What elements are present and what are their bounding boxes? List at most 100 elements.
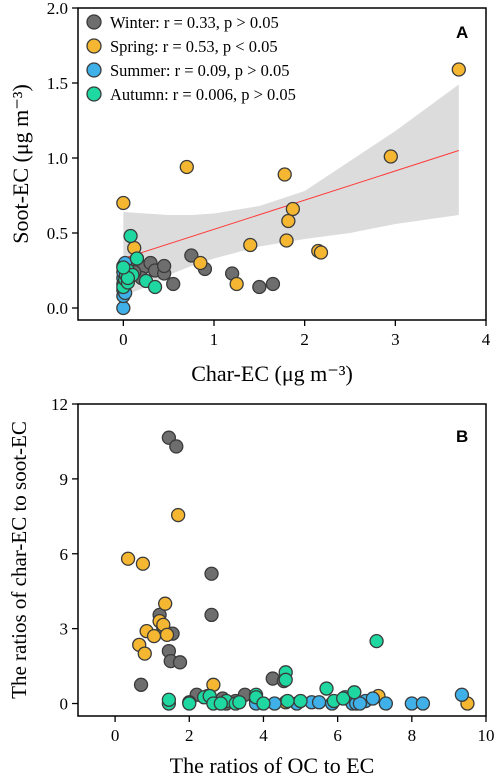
a-point-series-1 <box>313 245 329 260</box>
b-point-series-3 <box>293 693 308 709</box>
panel-b-x-ticks: 0 2 4 6 8 10 <box>111 716 495 745</box>
a-point-series-1 <box>383 149 398 164</box>
panel-b-y-ticks: 0 3 6 9 12 <box>51 395 78 714</box>
panel-a-confidence-band <box>123 84 459 296</box>
a-point-series-1 <box>285 201 301 217</box>
a-y-tick-label: 2.0 <box>47 0 68 18</box>
panel-b-plot-frame <box>77 403 487 717</box>
a-point-series-1 <box>179 159 194 175</box>
panel-a-points <box>116 62 466 316</box>
panel-b-y-axis-label: The ratios of char-EC to soot-EC <box>7 421 31 699</box>
panel-a-y-axis-label: Soot-EC (μg m⁻³) <box>8 84 33 244</box>
a-point-series-1 <box>229 276 244 292</box>
b-point-series-1 <box>146 628 162 644</box>
panel-a-x-ticks: 0 1 2 3 4 <box>119 320 491 349</box>
panel-b-points <box>120 430 475 711</box>
b-point-series-2 <box>352 696 368 711</box>
a-x-tick-label: 1 <box>210 330 219 349</box>
panel-b-x-axis-label: The ratios of OC to EC <box>170 753 375 778</box>
b-y-tick-label: 12 <box>51 395 68 414</box>
a-legend-marker-2 <box>86 62 102 78</box>
b-x-tick-label: 2 <box>185 726 194 745</box>
b-point-series-3 <box>278 672 293 687</box>
panel-a-x-axis-label: Char-EC (μg m⁻³) <box>191 361 353 386</box>
panel-a-y-ticks: 0.0 0.5 1.0 1.5 2.0 <box>47 0 78 318</box>
b-point-series-3 <box>232 695 247 710</box>
panel-a-legend: Winter: r = 0.33, p > 0.05 Spring: r = 0.… <box>86 13 296 104</box>
a-legend-marker-1 <box>86 38 102 54</box>
a-x-tick-label: 4 <box>482 330 491 349</box>
b-point-series-3 <box>280 693 295 709</box>
b-y-tick-label: 3 <box>60 620 69 639</box>
a-point-series-1 <box>277 167 292 182</box>
a-x-tick-label: 2 <box>300 330 309 349</box>
b-point-series-2 <box>365 691 381 706</box>
a-y-tick-label: 0.0 <box>47 299 68 318</box>
a-legend-label-0: Winter: r = 0.33, p > 0.05 <box>110 13 279 32</box>
b-point-series-0 <box>204 566 219 581</box>
b-point-series-1 <box>158 596 173 611</box>
b-point-series-0 <box>172 655 188 670</box>
a-confidence-band-area <box>123 84 459 296</box>
a-point-series-3 <box>129 251 145 266</box>
a-legend-marker-3 <box>86 86 102 102</box>
b-point-series-3 <box>369 633 384 649</box>
b-point-series-3 <box>213 696 228 711</box>
a-point-series-3 <box>147 279 163 295</box>
a-legend-marker-0 <box>86 14 102 30</box>
b-y-tick-label: 0 <box>60 695 69 714</box>
b-point-series-3 <box>182 696 197 711</box>
panel-a-letter: A <box>456 23 468 42</box>
a-x-tick-label: 3 <box>391 330 400 349</box>
b-x-tick-label: 6 <box>333 726 342 745</box>
a-point-series-0 <box>184 248 199 263</box>
a-legend-label-1: Spring: r = 0.53, p < 0.05 <box>110 37 278 56</box>
b-point-series-2 <box>378 696 394 711</box>
a-point-series-1 <box>279 233 294 248</box>
panel-a-plot-frame <box>77 7 487 321</box>
b-x-tick-label: 4 <box>259 726 268 745</box>
b-x-tick-label: 0 <box>111 726 120 745</box>
b-point-series-3 <box>256 696 271 711</box>
b-point-series-2 <box>415 696 431 711</box>
b-point-series-3 <box>336 691 351 706</box>
b-point-series-3 <box>161 692 177 707</box>
b-point-series-2 <box>454 687 470 702</box>
b-point-series-0 <box>169 439 184 454</box>
a-x-tick-label: 0 <box>119 330 128 349</box>
b-y-tick-label: 6 <box>60 545 69 564</box>
a-point-series-1 <box>451 62 466 77</box>
a-point-series-0 <box>265 276 281 292</box>
b-point-series-1 <box>120 551 136 566</box>
a-legend-label-2: Summer: r = 0.09, p > 0.05 <box>110 61 289 80</box>
a-point-series-1 <box>243 237 258 253</box>
a-point-series-3 <box>116 260 131 275</box>
a-point-series-1 <box>116 195 131 211</box>
a-legend-label-3: Autumn: r = 0.006, p > 0.05 <box>110 85 296 104</box>
a-point-series-0 <box>156 258 172 274</box>
a-point-series-2 <box>116 300 131 316</box>
b-point-series-2 <box>311 695 327 710</box>
b-point-series-3 <box>347 685 362 700</box>
b-point-series-1 <box>137 646 152 661</box>
b-point-series-0 <box>204 607 219 623</box>
a-point-series-0 <box>252 279 267 295</box>
a-point-series-1 <box>193 255 208 271</box>
b-point-series-1 <box>159 627 175 643</box>
a-point-series-0 <box>166 276 181 292</box>
panel-a: 0 1 2 3 4 0.0 0.5 1.0 1.5 2.0 Winter: r = 0.33, … <box>8 0 491 386</box>
panel-b-letter: B <box>456 427 468 446</box>
b-point-series-1 <box>135 556 151 571</box>
a-y-tick-label: 1.5 <box>47 74 68 93</box>
a-point-series-1 <box>281 213 296 229</box>
b-point-series-0 <box>133 677 149 692</box>
b-y-tick-label: 9 <box>60 470 69 489</box>
b-point-series-1 <box>170 507 186 523</box>
b-point-series-3 <box>319 681 334 696</box>
b-x-tick-label: 10 <box>478 726 495 745</box>
a-point-series-3 <box>123 228 138 244</box>
a-y-tick-label: 0.5 <box>47 224 68 243</box>
b-x-tick-label: 8 <box>408 726 417 745</box>
